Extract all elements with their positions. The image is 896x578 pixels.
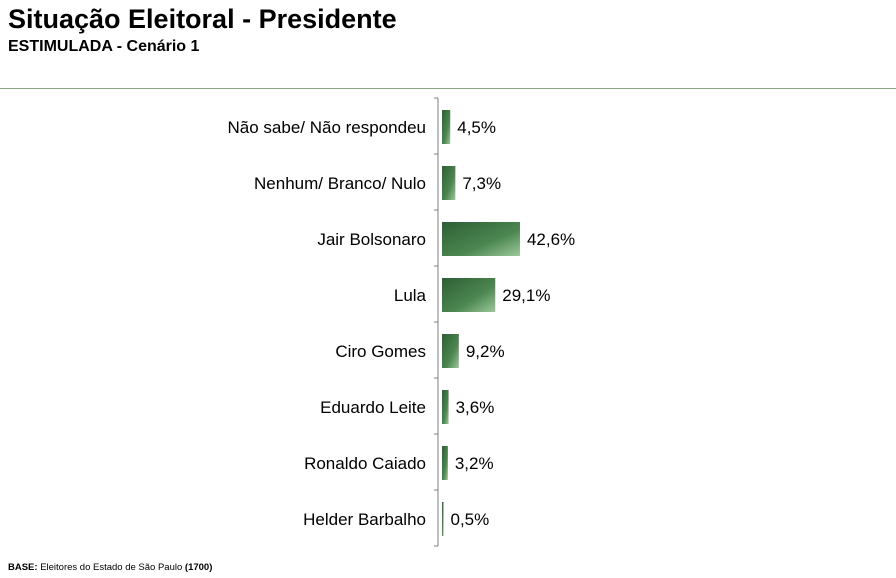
bar	[442, 502, 444, 536]
bar	[442, 222, 520, 256]
value-label: 42,6%	[527, 230, 575, 249]
value-label: 4,5%	[457, 118, 496, 137]
chart-title: Situação Eleitoral - Presidente	[8, 4, 397, 34]
category-label: Eduardo Leite	[320, 398, 426, 417]
footer-base-label: BASE:	[8, 562, 38, 573]
value-label: 9,2%	[466, 342, 505, 361]
bar	[442, 446, 448, 480]
bar	[442, 166, 456, 200]
bar	[442, 390, 449, 424]
category-label: Lula	[394, 286, 427, 305]
bar	[442, 278, 496, 312]
value-labels: 4,5% 7,3% 42,6% 29,1% 9,2% 3,6% 3,2% 0,5%	[451, 118, 576, 529]
header-divider	[0, 88, 896, 89]
category-label: Jair Bolsonaro	[317, 230, 426, 249]
value-axis	[434, 97, 439, 547]
value-label: 7,3%	[462, 174, 501, 193]
bar	[442, 334, 459, 368]
value-label: 3,6%	[456, 398, 495, 417]
bar	[442, 110, 451, 144]
value-label: 3,2%	[455, 454, 494, 473]
value-label: 29,1%	[502, 286, 550, 305]
value-label: 0,5%	[451, 510, 490, 529]
footer-base-count: (1700)	[184, 562, 213, 573]
category-label: Ronaldo Caiado	[304, 454, 426, 473]
footer-base: BASE: Eleitores do Estado de São Paulo (…	[8, 562, 212, 574]
category-label: Helder Barbalho	[303, 510, 426, 529]
category-label: Nenhum/ Branco/ Nulo	[254, 174, 426, 193]
category-label: Não sabe/ Não respondeu	[228, 118, 426, 137]
chart-subtitle: ESTIMULADA - Cenário 1	[8, 38, 200, 55]
category-labels: Não sabe/ Não respondeu Nenhum/ Branco/ N…	[228, 118, 427, 529]
footer-base-text: Eleitores do Estado de São Paulo	[40, 562, 183, 573]
bars	[442, 110, 520, 536]
category-label: Ciro Gomes	[335, 342, 426, 361]
